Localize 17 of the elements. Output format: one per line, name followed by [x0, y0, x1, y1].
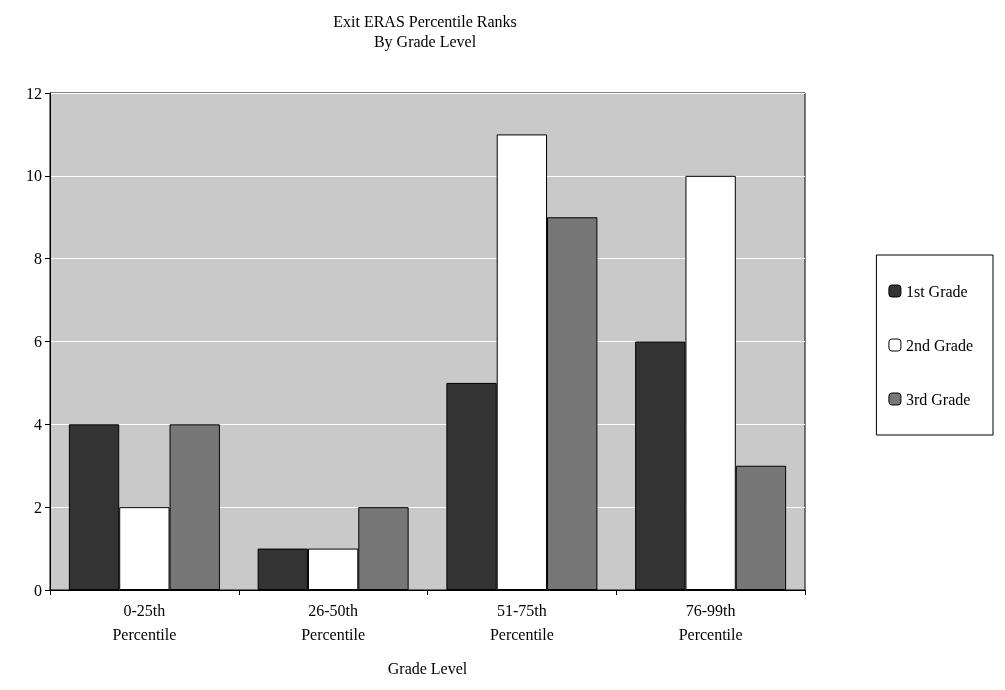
y-tick-label: 12 [26, 84, 42, 102]
x-tick-label: 76-99th Percentile [678, 601, 743, 643]
legend-label: 2nd Grade [905, 336, 974, 354]
y-tick-label: 4 [34, 415, 42, 433]
y-tick-label: 6 [34, 333, 42, 350]
x-tick-label: 51-75th Percentile [489, 601, 554, 643]
chart-title: Exit ERAS Percentile Ranks [333, 12, 517, 30]
y-tick-label: 0 [34, 581, 42, 599]
x-axis-title: Grade Level [387, 659, 468, 677]
y-tick-label: 10 [26, 167, 42, 185]
legend-label: 3rd Grade [905, 390, 971, 408]
x-tick-label: 26-50th Percentile [301, 601, 366, 643]
y-tick-label: 2 [34, 498, 42, 516]
y-tick-label: 8 [34, 250, 42, 268]
legend-label: 1st Grade [905, 282, 968, 300]
x-tick-label: 0-25th Percentile [112, 601, 177, 643]
chart-subtitle: By Grade Level [373, 32, 477, 51]
